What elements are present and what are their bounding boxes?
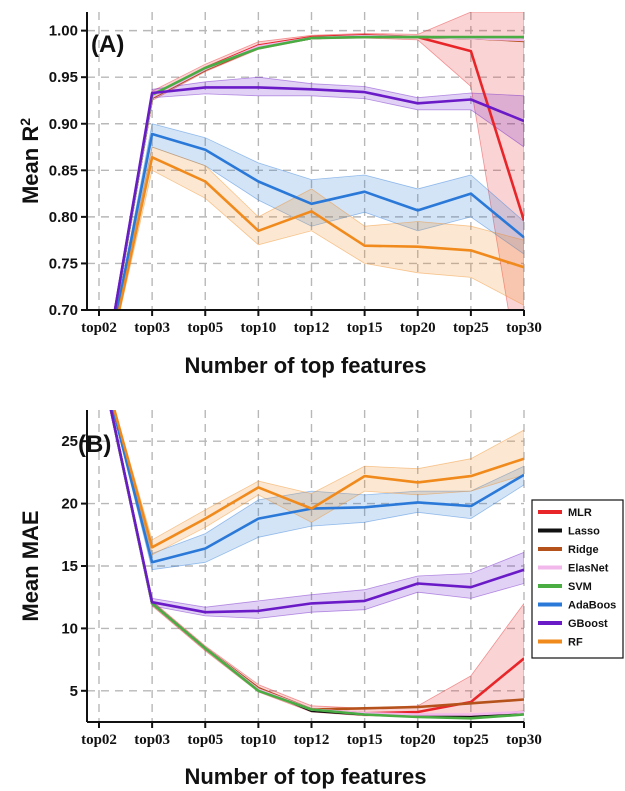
x-tick-label: top12 <box>294 320 330 336</box>
x-tick-label: top30 <box>506 732 542 748</box>
y-tick-label: 0.95 <box>49 69 78 86</box>
legend-label-rf: RF <box>568 637 583 649</box>
y-axis-title: Mean MAE <box>18 510 43 621</box>
x-tick-label: top25 <box>453 732 489 748</box>
legend-box <box>531 499 624 659</box>
legend-label-svm: SVM <box>568 581 592 593</box>
y-tick-label: 25 <box>61 433 78 450</box>
x-tick-label: top10 <box>240 732 276 748</box>
series-line-gboost <box>109 410 524 614</box>
y-tick-label: 0.90 <box>49 116 78 133</box>
y-tick-label: 0.80 <box>49 209 78 226</box>
x-tick-label: top05 <box>187 732 223 748</box>
x-axis-title: Number of top features <box>184 764 426 789</box>
y-tick-label: 0.75 <box>49 255 78 272</box>
panel-b-chart: 5 10 15 20 25 top02 top03 top05 top10 top12 top15 t… <box>18 410 542 789</box>
series-line-rf <box>117 156 524 310</box>
series-line-svm <box>113 35 524 310</box>
x-tick-label: top05 <box>187 320 223 336</box>
legend: MLR Lasso Ridge ElasNet SVM AdaBoos GBoost RF <box>531 499 624 659</box>
x-tick-label: top02 <box>81 732 117 748</box>
legend-label-adaboos: AdaBoos <box>568 600 616 612</box>
legend-label-lasso: Lasso <box>568 526 600 538</box>
band-mlr <box>114 12 524 310</box>
y-tick-label: 5 <box>70 683 78 700</box>
y-tick-label: 20 <box>61 496 78 513</box>
series-line-svm <box>109 410 524 720</box>
legend-label-mlr: MLR <box>568 507 592 519</box>
panel-a-chart: 0.70 0.75 0.80 0.85 0.90 0.95 1.00 top02 top03 to… <box>17 12 542 378</box>
series-line-adaboos <box>116 132 524 310</box>
x-tick-label: top25 <box>453 320 489 336</box>
legend-label-ridge: Ridge <box>568 544 599 556</box>
band-adaboos <box>112 410 524 571</box>
series-line-ridge <box>109 410 524 711</box>
plot-area <box>113 12 524 310</box>
y-axis-title: Mean R2 <box>17 118 43 204</box>
y-tick-label: 0.85 <box>49 162 78 179</box>
plot-area <box>109 410 524 720</box>
band-rf <box>117 146 524 310</box>
y-tick-label: 1.00 <box>49 23 78 40</box>
x-tick-label: top10 <box>240 320 276 336</box>
band-gboost <box>114 76 524 310</box>
y-tick-label: 10 <box>61 620 78 637</box>
x-tick-label: top20 <box>400 320 436 336</box>
x-tick-label: top02 <box>81 320 117 336</box>
x-tick-label: top20 <box>400 732 436 748</box>
band-rf <box>113 410 524 556</box>
legend-label-gboost: GBoost <box>568 618 608 630</box>
band-gboost <box>110 410 524 619</box>
y-axis-title-superscript: 2 <box>17 118 33 126</box>
y-tick-label: 0.70 <box>49 302 78 319</box>
legend-label-elasnet: ElasNet <box>568 563 609 575</box>
panel-label: (B) <box>78 431 111 458</box>
x-tick-label: top15 <box>347 732 383 748</box>
x-tick-label: top12 <box>294 732 330 748</box>
panel-label: (A) <box>91 31 124 58</box>
y-tick-label: 15 <box>61 558 78 575</box>
x-tick-label: top15 <box>347 320 383 336</box>
series-line-gboost <box>113 86 524 310</box>
x-tick-label: top03 <box>134 320 170 336</box>
series-line-rf <box>113 410 524 549</box>
x-axis-title: Number of top features <box>184 353 426 378</box>
x-tick-label: top03 <box>134 732 170 748</box>
x-tick-label: top30 <box>506 320 542 336</box>
